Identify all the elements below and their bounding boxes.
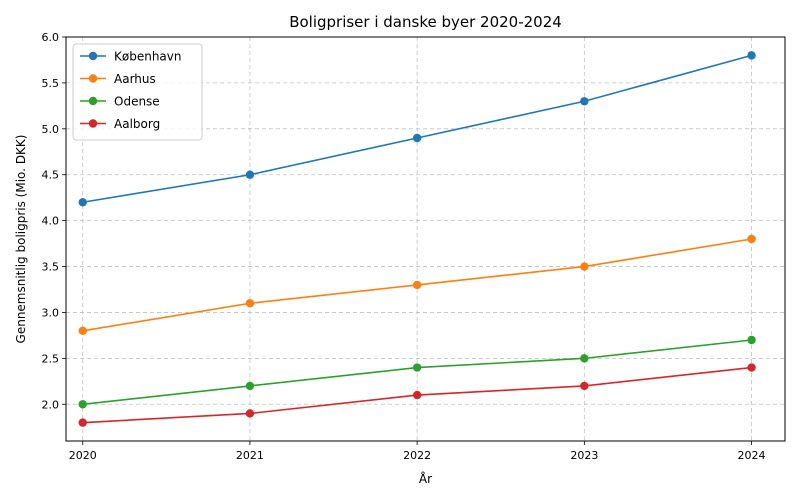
series-odense (78, 335, 756, 409)
data-point-aalborg (78, 418, 87, 427)
series-aalborg (78, 363, 756, 427)
y-tick-label: 3.0 (42, 306, 60, 319)
legend-label: København (114, 50, 181, 64)
series-kobenhavn (78, 51, 756, 207)
series-layer (78, 51, 756, 427)
y-tick-label: 5.0 (42, 123, 60, 136)
legend-item: København (80, 50, 181, 64)
y-axis: 2.0 2.5 3.0 3.5 4.0 4.5 5.0 5.5 6.0 (42, 31, 66, 411)
data-point-aalborg (580, 381, 589, 391)
data-point-odense (78, 400, 87, 409)
legend-label: Aarhus (114, 72, 156, 86)
x-tick-label: 2021 (236, 449, 264, 462)
y-tick-label: 2.5 (42, 352, 60, 365)
y-tick-label: 6.0 (42, 31, 60, 44)
data-point-odense (580, 354, 589, 363)
data-point-odense (747, 335, 756, 345)
y-tick-label: 4.0 (42, 215, 60, 228)
data-point-aarhus (78, 326, 87, 336)
legend-marker (88, 96, 98, 106)
data-point-odense (412, 363, 422, 372)
y-tick-label: 3.5 (42, 261, 60, 274)
y-axis-label: Gennemsnitlig boligpris (Mio. DKK) (14, 135, 28, 344)
plot-frame (65, 36, 786, 442)
data-point-kobenhavn (580, 97, 589, 106)
data-point-odense (245, 381, 255, 391)
data-point-aalborg (412, 390, 422, 400)
y-tick-label: 2.0 (42, 398, 60, 411)
legend: København Aarhus Odense Aalborg (72, 43, 203, 141)
data-point-kobenhavn (245, 170, 255, 179)
x-axis: 2020 2021 2022 2023 2024 (69, 441, 766, 462)
data-point-kobenhavn (747, 51, 756, 60)
legend-item: Odense (80, 95, 160, 109)
data-point-aarhus (580, 262, 589, 271)
data-point-aarhus (245, 299, 255, 308)
legend-label: Odense (114, 95, 160, 109)
chart-title: Boligpriser i danske byer 2020-2024 (289, 13, 562, 31)
data-point-aarhus (747, 234, 756, 244)
x-axis-label: År (419, 471, 432, 486)
y-tick-label: 4.5 (42, 169, 60, 182)
legend-box (72, 43, 203, 141)
legend-item: Aalborg (80, 117, 160, 131)
x-tick-label: 2024 (738, 449, 766, 462)
y-tick-label: 5.5 (42, 77, 60, 90)
series-aarhus (78, 234, 756, 336)
legend-marker (88, 74, 98, 83)
legend-label: Aalborg (114, 117, 160, 131)
x-tick-label: 2023 (570, 449, 598, 462)
x-tick-label: 2022 (403, 449, 431, 462)
data-point-kobenhavn (412, 133, 422, 143)
data-point-aalborg (747, 363, 756, 372)
legend-marker (88, 119, 98, 128)
legend-marker (88, 51, 98, 61)
x-tick-label: 2020 (69, 449, 97, 462)
data-point-aarhus (412, 280, 422, 290)
data-point-aalborg (245, 409, 255, 418)
data-point-kobenhavn (78, 198, 87, 207)
legend-item: Aarhus (80, 72, 156, 86)
